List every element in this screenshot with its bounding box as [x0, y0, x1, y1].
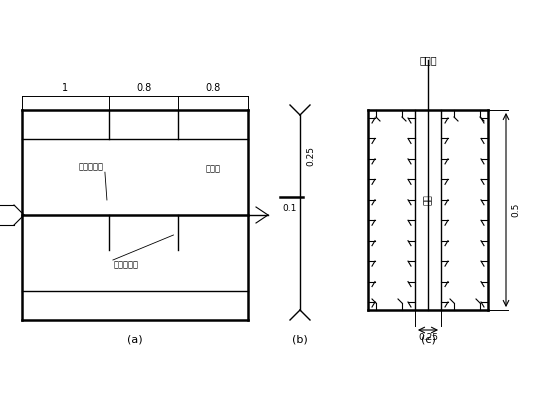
Text: 止水: 止水 [423, 194, 432, 205]
Text: 0.8: 0.8 [206, 83, 221, 93]
Text: 0.25: 0.25 [306, 146, 315, 166]
Text: 排水井: 排水井 [206, 165, 221, 174]
Text: (b): (b) [292, 335, 308, 345]
Text: 0.25: 0.25 [418, 333, 438, 342]
Text: 第一道止水: 第一道止水 [79, 163, 104, 172]
Text: 0.1: 0.1 [283, 204, 297, 213]
Text: 第二道止水: 第二道止水 [114, 260, 139, 270]
Text: 止水片: 止水片 [419, 55, 437, 65]
Text: 1: 1 [62, 83, 68, 93]
Text: (c): (c) [421, 335, 436, 345]
Text: (a): (a) [127, 335, 143, 345]
Text: 0.5: 0.5 [511, 203, 520, 217]
Text: 0.8: 0.8 [136, 83, 151, 93]
